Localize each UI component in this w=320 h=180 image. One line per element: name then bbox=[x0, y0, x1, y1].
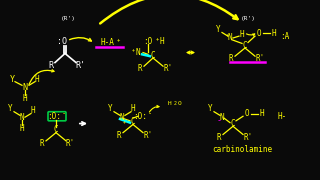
Text: R': R' bbox=[255, 54, 265, 63]
Text: Y: Y bbox=[108, 104, 112, 113]
Text: :O:: :O: bbox=[133, 112, 147, 121]
Text: H: H bbox=[35, 75, 39, 84]
Text: Y: Y bbox=[216, 25, 220, 34]
Text: H: H bbox=[160, 37, 164, 46]
Text: H: H bbox=[272, 29, 276, 38]
Text: -: - bbox=[148, 111, 152, 116]
Text: :O: :O bbox=[57, 37, 67, 46]
Text: H-: H- bbox=[277, 112, 287, 121]
Text: N: N bbox=[220, 113, 224, 122]
Text: -: - bbox=[62, 111, 66, 116]
Text: C: C bbox=[151, 51, 155, 60]
Text: O: O bbox=[257, 29, 261, 38]
Text: N: N bbox=[136, 48, 140, 57]
Text: H: H bbox=[23, 94, 27, 103]
Text: R: R bbox=[138, 64, 142, 73]
Text: C: C bbox=[54, 125, 58, 134]
Text: C: C bbox=[131, 117, 135, 126]
Text: 2: 2 bbox=[173, 101, 176, 106]
Text: N: N bbox=[22, 83, 28, 92]
Text: N: N bbox=[228, 33, 232, 42]
Text: O: O bbox=[177, 101, 181, 106]
Text: H: H bbox=[20, 124, 24, 133]
Text: +: + bbox=[226, 32, 228, 37]
Text: +: + bbox=[156, 36, 159, 41]
Text: :A: :A bbox=[280, 32, 290, 41]
Text: R: R bbox=[229, 54, 233, 63]
Text: H: H bbox=[260, 109, 264, 118]
Text: H: H bbox=[168, 101, 172, 106]
Text: H-A: H-A bbox=[100, 38, 114, 47]
Text: O: O bbox=[245, 109, 249, 118]
Text: :O: :O bbox=[143, 37, 153, 46]
Text: (R'): (R') bbox=[241, 16, 255, 21]
Text: R: R bbox=[49, 61, 53, 70]
Text: R': R' bbox=[65, 139, 75, 148]
Text: C: C bbox=[231, 119, 235, 128]
Text: H: H bbox=[131, 104, 135, 113]
Text: +: + bbox=[132, 47, 134, 52]
Text: R': R' bbox=[164, 64, 172, 73]
Text: R: R bbox=[117, 131, 121, 140]
Text: R: R bbox=[217, 133, 221, 142]
Text: -: - bbox=[217, 116, 221, 125]
Text: R': R' bbox=[75, 61, 85, 70]
Text: N: N bbox=[20, 113, 24, 122]
Text: carbinolamine: carbinolamine bbox=[212, 145, 272, 154]
Text: R: R bbox=[40, 139, 44, 148]
Text: (R'): (R') bbox=[60, 16, 76, 21]
Text: H: H bbox=[240, 30, 244, 39]
Text: H: H bbox=[31, 106, 35, 115]
Text: Y: Y bbox=[8, 104, 12, 113]
Text: R': R' bbox=[143, 131, 153, 140]
Text: +: + bbox=[116, 37, 120, 42]
Text: N: N bbox=[120, 113, 124, 122]
Text: R': R' bbox=[244, 133, 252, 142]
Text: :O:: :O: bbox=[47, 112, 61, 121]
Text: Y: Y bbox=[10, 75, 14, 84]
Text: C: C bbox=[243, 41, 247, 50]
Text: Y: Y bbox=[208, 104, 212, 113]
Text: +: + bbox=[123, 119, 125, 124]
